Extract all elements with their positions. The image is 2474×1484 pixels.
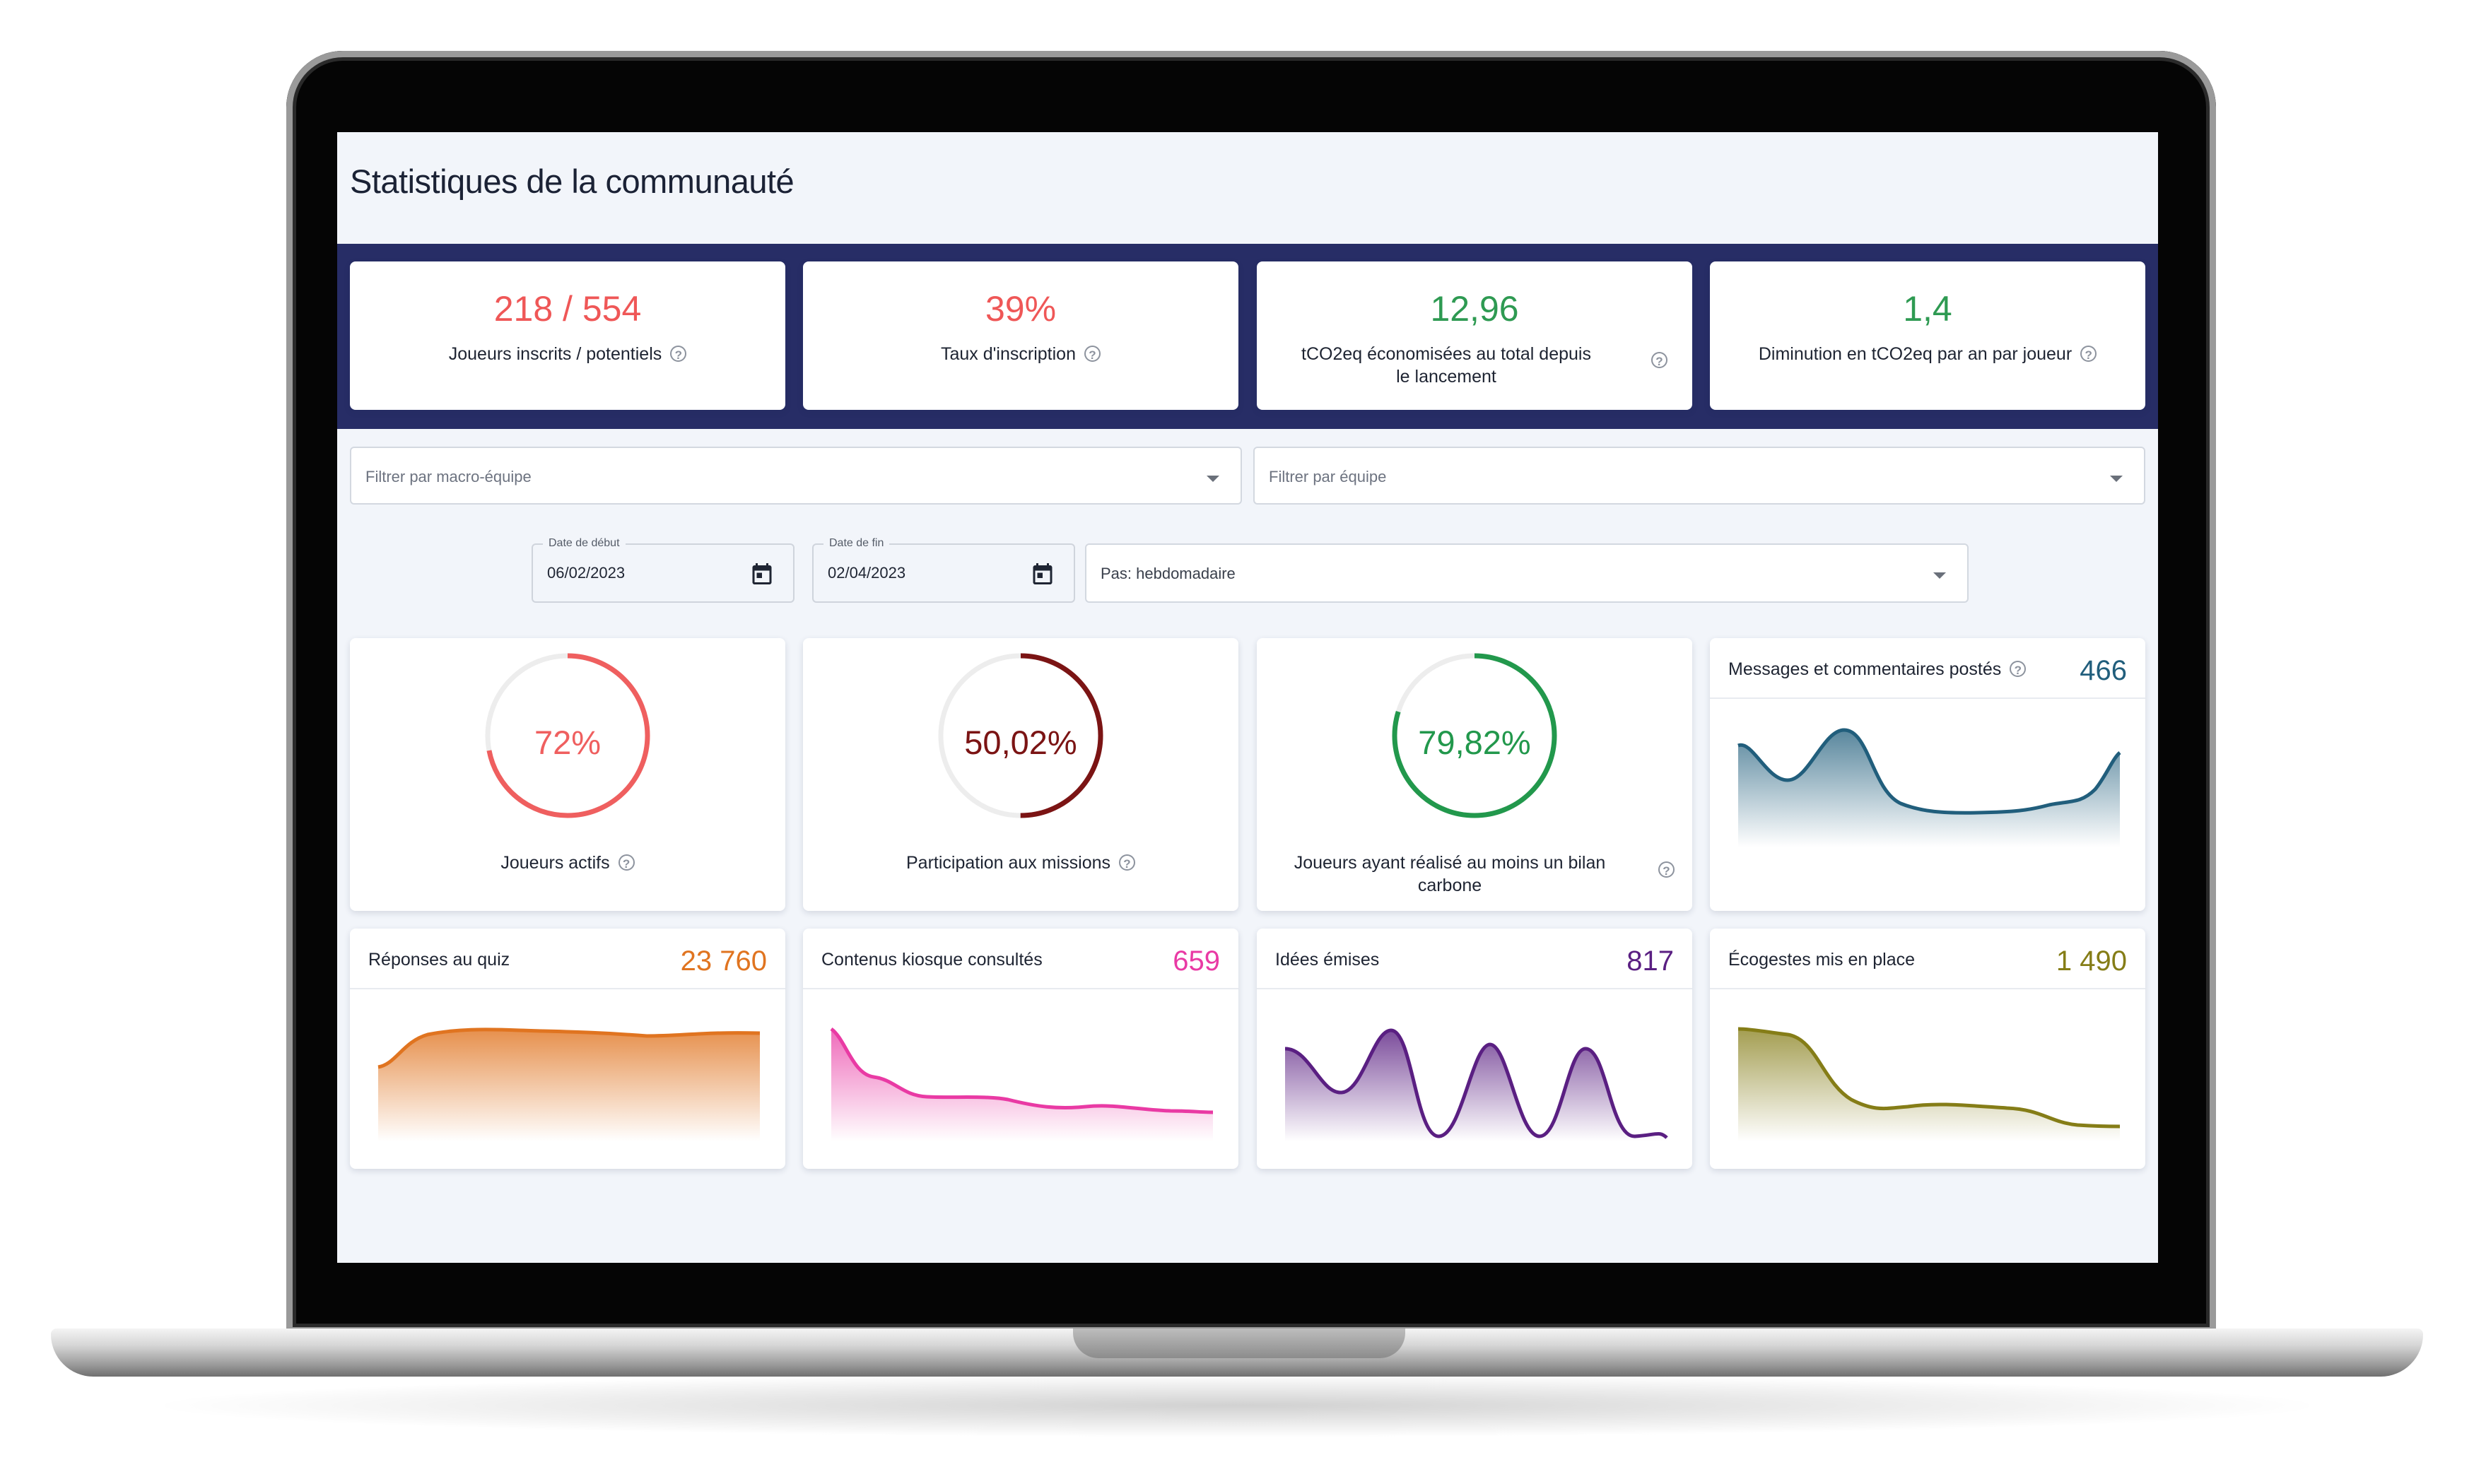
- kpi-value: 39%: [985, 289, 1057, 329]
- end-date-label: Date de fin: [823, 537, 890, 550]
- kpi-value: 1,4: [1903, 289, 1952, 329]
- step-select[interactable]: Pas: hebdomadaire: [1085, 543, 1969, 603]
- chart-value: 817: [1626, 946, 1674, 977]
- sparkline-line: [830, 1027, 1214, 1114]
- kpi-label: Diminution en tCO2eq par an par joueur?: [1724, 343, 2131, 365]
- kpi-card-registration-rate: 39% Taux d'inscription?: [803, 261, 1238, 410]
- chart-card-ideas: Idées émises 817: [1257, 929, 1692, 1169]
- team-filter-placeholder: Filtrer par équipe: [1269, 468, 1387, 485]
- sparkline-area: [378, 1029, 760, 1141]
- chart-card-kiosk-content: Contenus kiosque consultés 659: [803, 929, 1238, 1169]
- kpi-label: Joueurs inscrits / potentiels?: [392, 343, 743, 365]
- kpi-value: 218 / 554: [493, 289, 642, 329]
- chevron-down-icon: [1207, 476, 1219, 482]
- gauge-value: 72%: [534, 724, 602, 761]
- chart-value: 1 490: [2056, 946, 2127, 977]
- sparkline-line: [1737, 728, 2121, 815]
- kpi-label-text: Taux d'inscription: [941, 344, 1076, 364]
- help-icon[interactable]: ?: [2010, 660, 2027, 677]
- sparkline-chart: [377, 1027, 761, 1141]
- help-icon[interactable]: ?: [618, 854, 635, 871]
- kpi-card-co2-saved: 12,96 tCO2eq économisées au total depuis…: [1257, 261, 1692, 410]
- gauge-label: Joueurs ayant réalisé au moins un bilan …: [1294, 853, 1606, 895]
- gauge-value: 79,82%: [1418, 724, 1531, 761]
- sparkline-line: [377, 1027, 761, 1069]
- gauge-label: Joueurs actifs?: [378, 852, 757, 874]
- gauge-value: 50,02%: [964, 724, 1077, 761]
- end-date-value: 02/04/2023: [828, 564, 906, 582]
- gauge-card-mission-participation: 50,02% Participation aux missions?: [803, 638, 1238, 911]
- kpi-card-registered-players: 218 / 554 Joueurs inscrits / potentiels?: [350, 261, 785, 410]
- chart-value: 659: [1173, 946, 1220, 977]
- divider: [1710, 697, 2145, 699]
- team-filter[interactable]: Filtrer par équipe: [1253, 447, 2145, 505]
- kpi-label-text: Diminution en tCO2eq par an par joueur: [1758, 344, 2073, 364]
- gauge-card-active-players: 72% Joueurs actifs?: [350, 638, 785, 911]
- end-date-field[interactable]: Date de fin 02/04/2023: [812, 537, 1075, 603]
- gauge-label-text: Joueurs actifs: [500, 853, 610, 873]
- chart-title-text: Messages et commentaires postés: [1728, 659, 2002, 679]
- calendar-icon[interactable]: [749, 560, 775, 587]
- help-icon[interactable]: ?: [2080, 345, 2097, 362]
- dashboard-screen: Statistiques de la communauté 218 / 554 …: [337, 132, 2158, 1263]
- macro-team-filter[interactable]: Filtrer par macro-équipe: [350, 447, 1242, 505]
- sparkline-area: [1738, 730, 2120, 847]
- start-date-label: Date de début: [543, 537, 626, 550]
- laptop-shadow: [141, 1374, 2333, 1437]
- sparkline-chart: [830, 1027, 1214, 1141]
- sparkline-area: [1738, 1029, 2120, 1141]
- gauge-card-carbon-assessment: 79,82% Joueurs ayant réalisé au moins un…: [1257, 638, 1692, 911]
- sparkline-chart: [1737, 1027, 2121, 1141]
- progress-ring: [1392, 653, 1557, 818]
- divider: [1710, 988, 2145, 989]
- chart-value: 23 760: [680, 946, 767, 977]
- sparkline-line: [1737, 1027, 2121, 1129]
- macro-team-filter-placeholder: Filtrer par macro-équipe: [365, 468, 532, 485]
- help-icon[interactable]: ?: [1084, 345, 1101, 362]
- divider: [803, 988, 1238, 989]
- sparkline-area: [1285, 1030, 1667, 1141]
- chart-title: Réponses au quiz: [368, 950, 510, 970]
- start-date-value: 06/02/2023: [547, 564, 626, 582]
- kpi-label-text: Joueurs inscrits / potentiels: [448, 344, 662, 364]
- page-title: Statistiques de la communauté: [350, 163, 795, 200]
- help-icon[interactable]: ?: [1651, 352, 1667, 368]
- kpi-band: 218 / 554 Joueurs inscrits / potentiels?…: [337, 244, 2158, 429]
- progress-ring: [938, 653, 1103, 818]
- sparkline-line: [1284, 1028, 1668, 1139]
- sparkline-chart: [1284, 1028, 1668, 1141]
- laptop-notch: [1073, 1329, 1405, 1358]
- gauge-label-text: Participation aux missions: [905, 853, 1110, 873]
- chart-value: 466: [2080, 655, 2127, 686]
- sparkline-chart: [1737, 728, 2121, 847]
- divider: [350, 988, 785, 989]
- gauge-label: Participation aux missions?: [831, 852, 1210, 874]
- sparkline-area: [831, 1029, 1213, 1141]
- chart-title: Écogestes mis en place: [1728, 950, 1916, 970]
- progress-ring: [485, 653, 650, 818]
- help-icon[interactable]: ?: [670, 345, 687, 362]
- divider: [1257, 988, 1692, 989]
- help-icon[interactable]: ?: [1658, 861, 1675, 878]
- chevron-down-icon: [1933, 572, 1946, 579]
- chart-card-ecogestures: Écogestes mis en place 1 490: [1710, 929, 2145, 1169]
- kpi-card-co2-reduction: 1,4 Diminution en tCO2eq par an par joue…: [1710, 261, 2145, 410]
- chart-title: Idées émises: [1275, 950, 1380, 970]
- chart-card-quiz-answers: Réponses au quiz 23 760: [350, 929, 785, 1169]
- kpi-label: tCO2eq économisées au total depuis le la…: [1301, 344, 1591, 387]
- start-date-field[interactable]: Date de début 06/02/2023: [532, 537, 795, 603]
- calendar-icon[interactable]: [1030, 560, 1055, 587]
- step-select-value: Pas: hebdomadaire: [1101, 565, 1236, 582]
- kpi-label: Taux d'inscription?: [845, 343, 1196, 365]
- help-icon[interactable]: ?: [1119, 854, 1135, 871]
- chart-title: Contenus kiosque consultés: [821, 950, 1043, 970]
- kpi-value: 12,96: [1430, 289, 1519, 329]
- chart-card-messages: Messages et commentaires postés? 466: [1710, 638, 2145, 911]
- chevron-down-icon: [2110, 476, 2123, 482]
- chart-title: Messages et commentaires postés?: [1728, 659, 2027, 680]
